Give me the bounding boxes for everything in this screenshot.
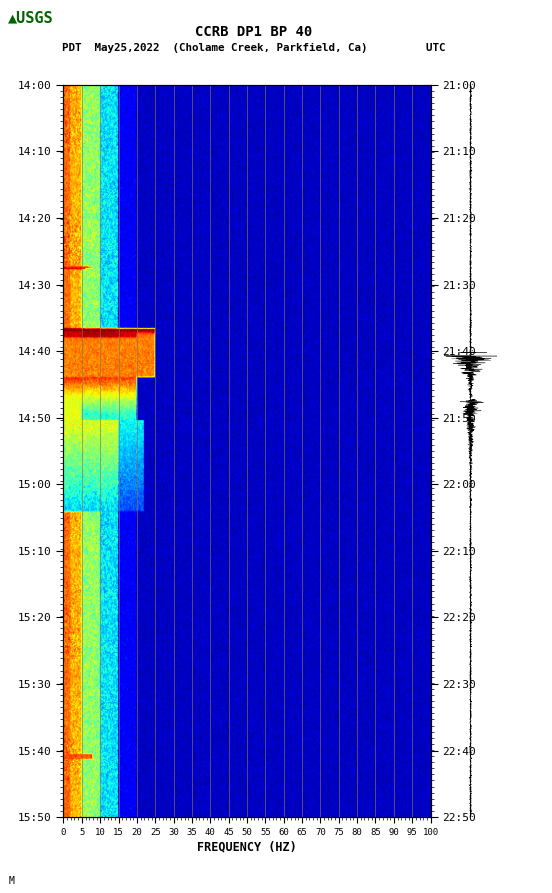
Text: ▲USGS: ▲USGS — [8, 11, 54, 26]
Text: PDT  May25,2022  (Cholame Creek, Parkfield, Ca)         UTC: PDT May25,2022 (Cholame Creek, Parkfield… — [62, 43, 445, 53]
X-axis label: FREQUENCY (HZ): FREQUENCY (HZ) — [197, 840, 297, 854]
Text: CCRB DP1 BP 40: CCRB DP1 BP 40 — [195, 25, 312, 39]
Text: M: M — [8, 876, 14, 886]
